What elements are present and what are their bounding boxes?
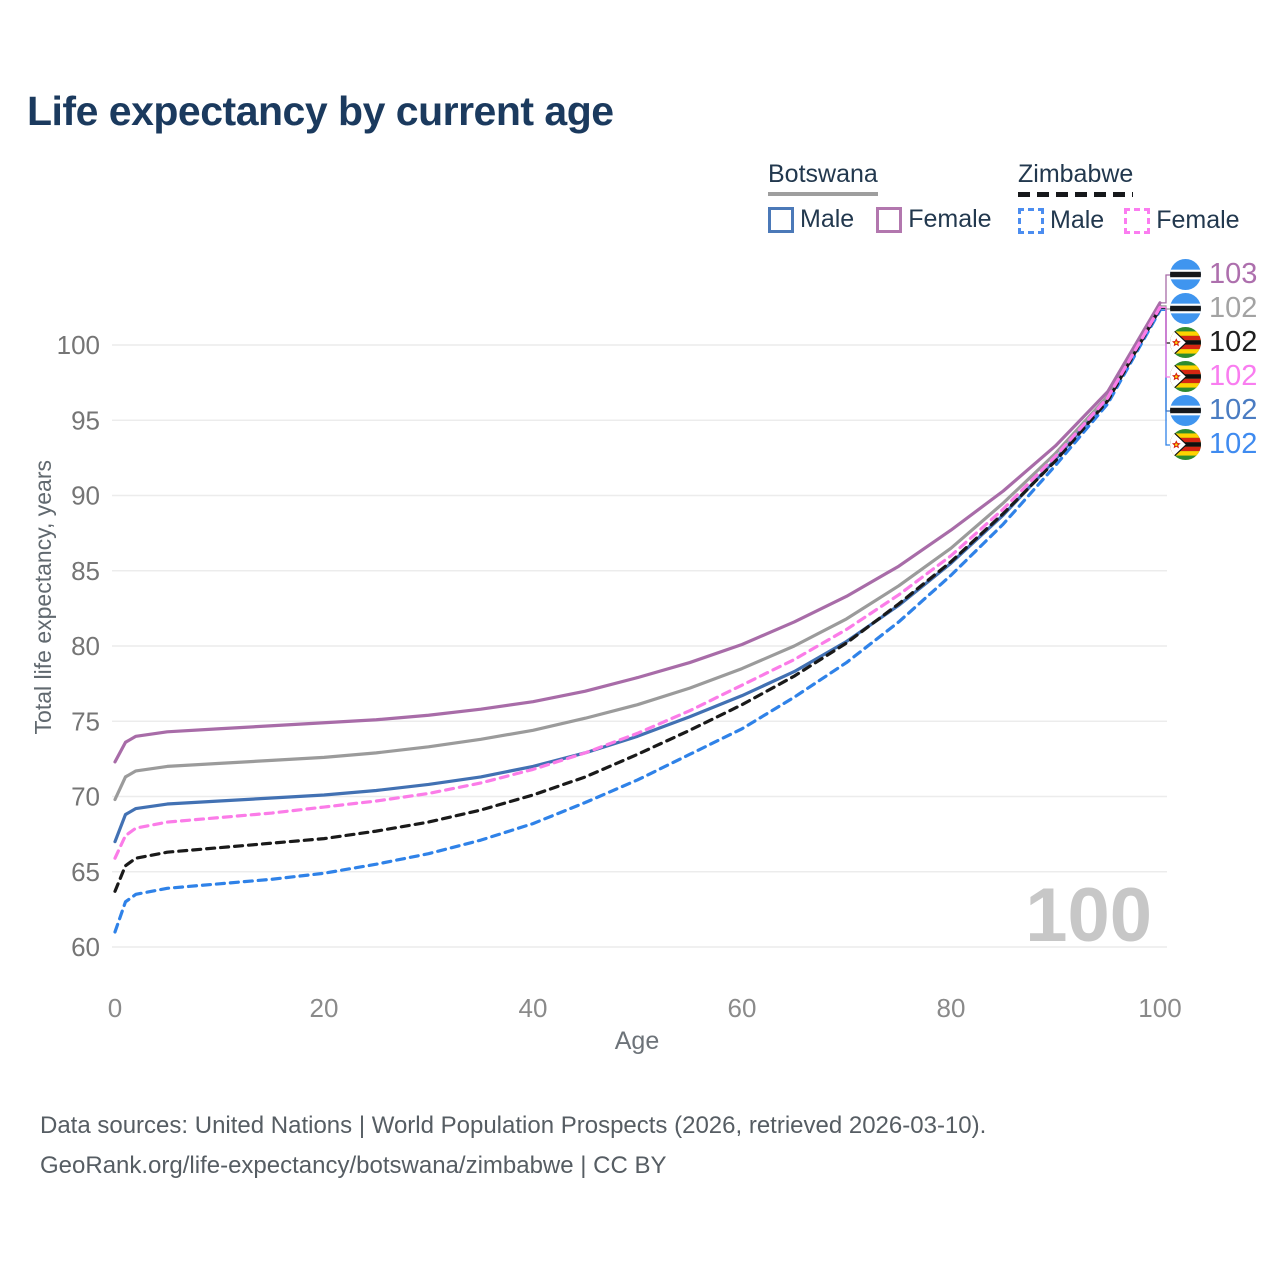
legend-country-zimbabwe[interactable]: Zimbabwe bbox=[1018, 160, 1134, 197]
end-value: 102 bbox=[1209, 292, 1258, 324]
end-value: 102 bbox=[1209, 326, 1258, 358]
legend-swatch-zimbabwe-male[interactable] bbox=[1018, 207, 1044, 234]
x-tick-label: 80 bbox=[937, 993, 966, 1023]
y-axis-title: Total life expectancy, years bbox=[30, 460, 56, 735]
legend-swatch-zimbabwe-female[interactable] bbox=[1124, 207, 1151, 234]
legend-label-botswana-male[interactable]: Male bbox=[800, 205, 855, 233]
y-tick-label: 65 bbox=[71, 857, 100, 887]
end-label-zimbabwe-male[interactable]: 102 bbox=[1170, 428, 1258, 460]
data-sources-line1: Data sources: United Nations | World Pop… bbox=[40, 1112, 987, 1139]
x-tick-label: 100 bbox=[1138, 993, 1181, 1023]
y-tick-label: 75 bbox=[71, 706, 100, 736]
x-tick-label: 0 bbox=[108, 993, 122, 1023]
page-title: Life expectancy by current age bbox=[27, 88, 614, 134]
legend-swatch-botswana-male[interactable] bbox=[768, 206, 794, 233]
legend-label-zimbabwe-female[interactable]: Female bbox=[1156, 206, 1240, 234]
leader-line-zimbabwe-female bbox=[1160, 306, 1171, 378]
y-tick-label: 60 bbox=[71, 932, 100, 962]
legend-label-zimbabwe-male[interactable]: Male bbox=[1050, 206, 1105, 234]
data-sources: Data sources: United Nations | World Pop… bbox=[40, 1106, 986, 1186]
end-label-botswana-both[interactable]: 102 bbox=[1170, 292, 1258, 324]
zimbabwe-flag-icon bbox=[1170, 327, 1201, 358]
end-label-botswana-female[interactable]: 103 bbox=[1170, 258, 1258, 290]
y-tick-label: 100 bbox=[57, 330, 100, 360]
botswana-line-style-sample bbox=[768, 192, 878, 196]
data-sources-line2: GeoRank.org/life-expectancy/botswana/zim… bbox=[40, 1152, 667, 1179]
end-label-zimbabwe-both[interactable]: 102 bbox=[1170, 326, 1258, 358]
end-value: 102 bbox=[1209, 360, 1258, 392]
botswana-flag-icon bbox=[1170, 293, 1201, 324]
y-tick-label: 85 bbox=[71, 556, 100, 586]
legend-country-zimbabwe-label: Zimbabwe bbox=[1018, 160, 1134, 188]
x-tick-label: 20 bbox=[310, 993, 339, 1023]
zimbabwe-line-style-sample bbox=[1018, 192, 1134, 197]
legend-country-botswana[interactable]: Botswana bbox=[768, 160, 878, 196]
series-line-zimbabwe-female[interactable] bbox=[113, 305, 1162, 860]
end-value: 102 bbox=[1209, 394, 1258, 426]
y-tick-label: 90 bbox=[71, 481, 100, 511]
series-line-botswana-female[interactable] bbox=[113, 301, 1162, 764]
y-tick-label: 70 bbox=[71, 782, 100, 812]
x-tick-label: 60 bbox=[728, 993, 757, 1023]
end-value: 103 bbox=[1209, 258, 1258, 290]
x-axis-title: Age bbox=[614, 1027, 660, 1055]
end-label-botswana-male[interactable]: 102 bbox=[1170, 394, 1258, 426]
legend-group-zimbabwe: Zimbabwe Male Female bbox=[1018, 160, 1240, 235]
legend-group-botswana: Botswana Male Female bbox=[768, 160, 992, 234]
series-line-zimbabwe-both[interactable] bbox=[113, 306, 1162, 893]
series-line-botswana-both[interactable] bbox=[113, 304, 1162, 802]
series-line-zimbabwe-male[interactable] bbox=[113, 308, 1162, 934]
x-tick-label: 40 bbox=[519, 993, 548, 1023]
legend-swatch-botswana-female[interactable] bbox=[876, 206, 903, 233]
series-end-labels: 103 102 102 102 102 102 bbox=[1170, 258, 1258, 463]
zimbabwe-flag-icon bbox=[1170, 429, 1201, 460]
hover-age-watermark: 100 bbox=[1025, 873, 1152, 958]
leader-line-zimbabwe-male bbox=[1160, 309, 1171, 446]
legend-label-botswana-female[interactable]: Female bbox=[908, 205, 992, 233]
end-value: 102 bbox=[1209, 428, 1258, 460]
end-label-zimbabwe-female[interactable]: 102 bbox=[1170, 360, 1258, 392]
leader-line-botswana-female bbox=[1160, 274, 1171, 304]
y-tick-label: 95 bbox=[71, 405, 100, 435]
botswana-flag-icon bbox=[1170, 395, 1201, 426]
y-tick-label: 80 bbox=[71, 631, 100, 661]
botswana-flag-icon bbox=[1170, 259, 1201, 290]
legend-country-botswana-label: Botswana bbox=[768, 160, 878, 188]
zimbabwe-flag-icon bbox=[1170, 361, 1201, 392]
